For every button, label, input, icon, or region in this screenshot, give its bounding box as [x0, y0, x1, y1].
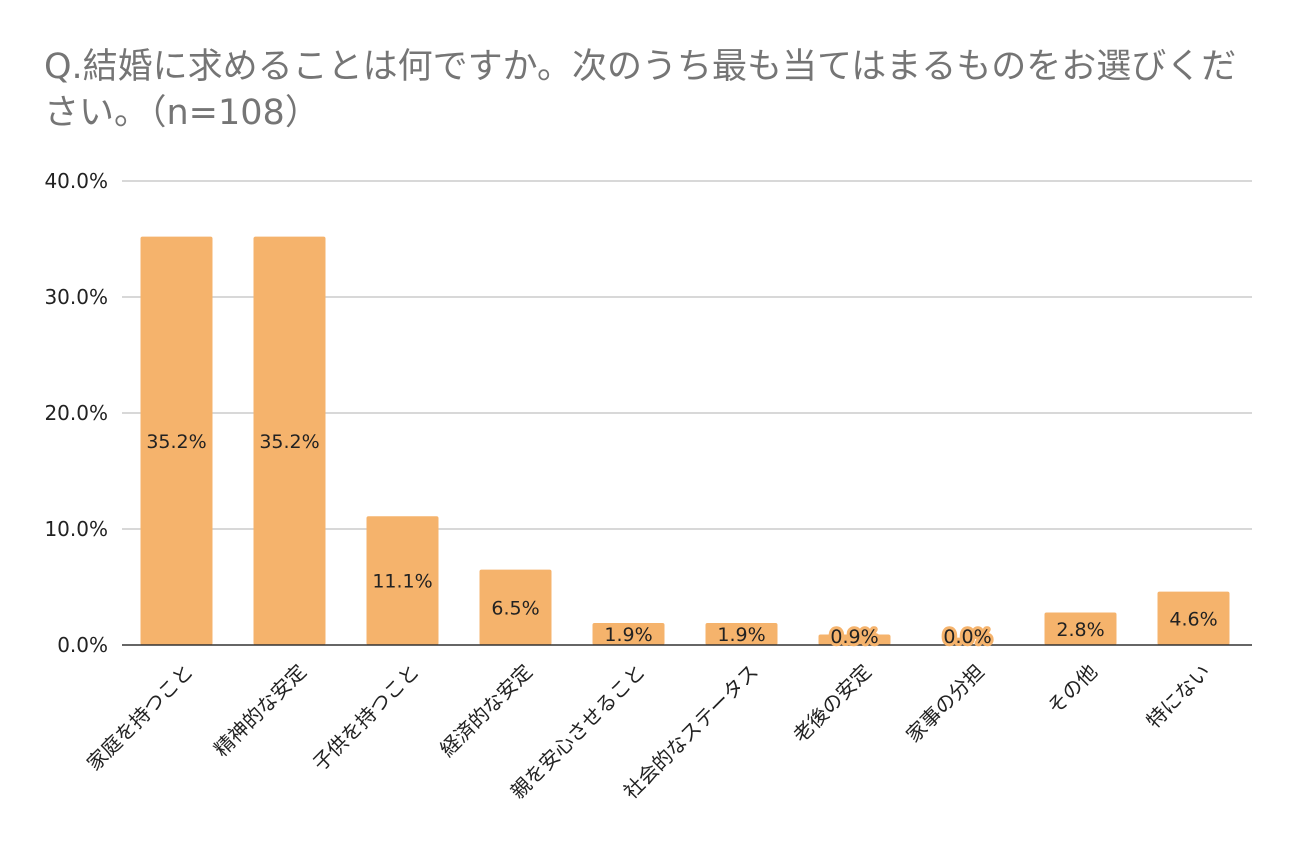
bar — [366, 516, 439, 645]
y-tick-label: 30.0% — [44, 285, 108, 309]
x-tick-label: 特にない — [1141, 659, 1215, 733]
data-label: 6.5% — [491, 597, 539, 619]
bar — [1044, 612, 1117, 645]
data-label: 1.9% — [717, 624, 765, 646]
x-tick-label: 経済的な安定 — [435, 659, 537, 761]
data-labels: 35.2% 35.2% 11.1% 6.5% 1.9% 1.9% 0.9% 0.0% 2.8% 4… — [146, 431, 1217, 651]
bar — [479, 569, 552, 645]
data-label: 35.2% — [259, 431, 319, 453]
y-tick-label: 20.0% — [44, 401, 108, 425]
x-tick-label: 老後の安定 — [788, 659, 876, 747]
bar — [1157, 591, 1230, 645]
y-tick-label: 0.0% — [57, 633, 108, 657]
x-tick-label: 家庭を持つこと — [82, 659, 198, 775]
data-label: 4.6% — [1169, 608, 1217, 630]
bars — [140, 236, 1230, 645]
bar — [705, 622, 778, 645]
x-tick-label: 家事の分担 — [901, 659, 989, 747]
bar — [818, 634, 891, 645]
y-tick-label: 10.0% — [44, 517, 108, 541]
data-label: 1.9% — [604, 624, 652, 646]
bar — [140, 236, 213, 645]
y-tick-label: 40.0% — [44, 169, 108, 193]
data-label: 0.0% — [943, 626, 991, 648]
data-label: 11.1% — [372, 571, 432, 593]
x-tick-label: 精神的な安定 — [209, 659, 311, 761]
bar — [253, 236, 326, 645]
chart-title: Q.結婚に求めることは何ですか。次のうち最も当てはまるものをお選びください。（n… — [44, 47, 1237, 133]
data-label: 2.8% — [1056, 619, 1104, 641]
bar — [592, 622, 665, 645]
data-label: 35.2% — [146, 431, 206, 453]
x-tick-label: 子供を持つこと — [308, 659, 424, 775]
data-label: 0.9% — [830, 626, 878, 648]
x-tick-label: その他 — [1043, 659, 1102, 718]
y-axis-ticks: 0.0% 10.0% 20.0% 30.0% 40.0% — [44, 169, 108, 657]
